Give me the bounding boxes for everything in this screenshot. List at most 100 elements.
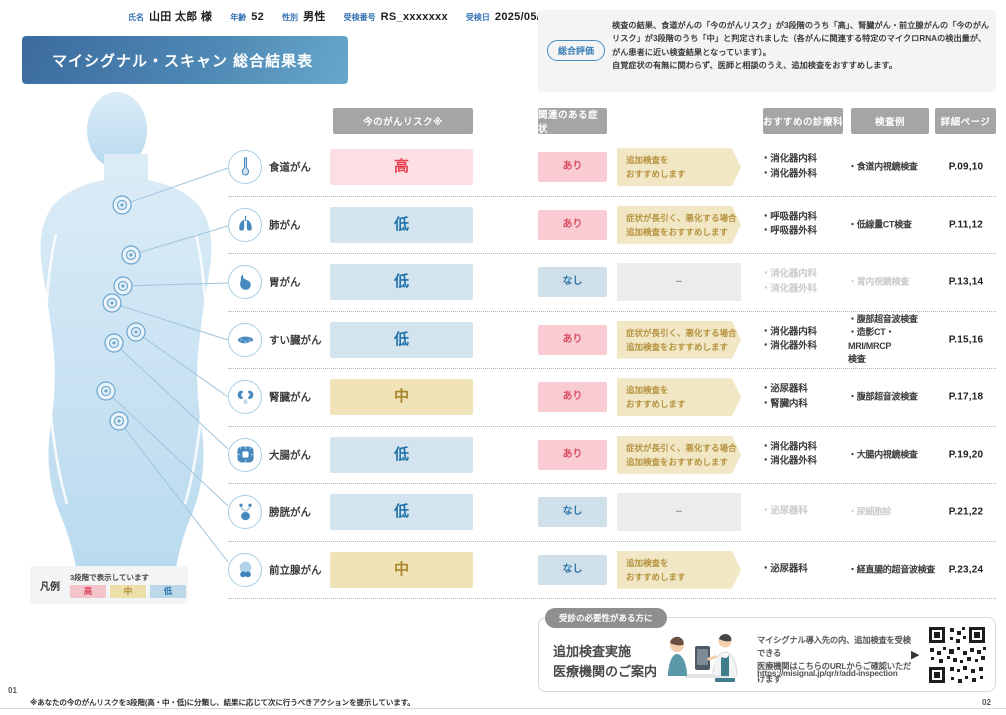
exam-examples: ・腹部超音波検査	[848, 391, 918, 402]
legend-label: 凡例	[40, 581, 60, 593]
organ-location-markers	[96, 195, 146, 431]
symptom-badge: あり	[538, 382, 607, 413]
table-row: 肺がん 低 あり 症状が長引く、悪化する場合 追加検査をおすすめします ・呼吸器…	[228, 197, 996, 254]
symptom-badge: なし	[538, 554, 607, 585]
patient-field-value: RS_xxxxxxx	[380, 11, 448, 23]
prostate-icon	[228, 552, 262, 587]
risk-badge: 高	[330, 149, 473, 186]
recommendation: 症状が長引く、悪化する場合 追加検査をおすすめします	[617, 321, 741, 359]
exam-examples: ・低線量CT検査	[848, 219, 912, 229]
table-row: 膀胱がん 低 なし − ・泌尿器科 ・尿細胞診 P.21,22	[228, 484, 996, 542]
recommendation: −	[617, 263, 741, 302]
detail-page-ref: P.23,24	[948, 564, 984, 576]
body-silhouette	[40, 92, 229, 603]
recommendation: 追加検査を おすすめします	[617, 378, 741, 416]
qr-code	[927, 625, 987, 685]
recommended-departments: ・消化器内科 ・消化器外科	[761, 268, 817, 295]
detail-page-ref: P.09,10	[948, 161, 984, 173]
patient-field: 受検番号 RS_xxxxxxx	[344, 11, 448, 23]
recommended-departments: ・消化器内科 ・消化器外科	[761, 441, 817, 467]
exam-examples: ・食道内視鏡検査	[848, 161, 918, 172]
patient-field: 氏名 山田 太郎 様	[128, 8, 212, 24]
bottom-divider	[0, 708, 1006, 709]
overall-evaluation-badge: 総合評価	[547, 40, 606, 61]
recommended-departments: ・泌尿器科	[761, 563, 808, 575]
table-row: 胃がん 低 なし − ・消化器内科 ・消化器外科 ・胃内視鏡検査 P.13,14	[228, 254, 996, 312]
risk-badge: 低	[330, 494, 473, 531]
recommendation: 症状が長引く、悪化する場合 追加検査をおすすめします	[617, 436, 741, 474]
legend-level-badge: 中	[110, 585, 146, 598]
recommendation: 追加検査を おすすめします	[617, 148, 741, 186]
exam-examples: ・尿細胞診	[848, 506, 892, 517]
esophagus-icon	[228, 150, 262, 185]
kidney-icon	[228, 380, 262, 415]
legend-level-badge: 高	[70, 585, 106, 598]
recommended-departments: ・泌尿器科	[761, 505, 808, 517]
patient-info: 氏名 山田 太郎 様 年齢 52 性別 男性 受検番号 RS_xxxxxxx 受…	[128, 8, 553, 24]
detail-page-ref: P.17,18	[948, 391, 984, 403]
table-row: 食道がん 高 あり 追加検査を おすすめします ・消化器内科 ・消化器外科 ・食…	[228, 139, 996, 197]
organ-label: すい臓がん	[269, 334, 322, 347]
patient-field-value: 男性	[303, 11, 326, 23]
medical-institution-info-box: 受診の必要性がある方に 追加検査実施 医療機関のご案内 マイシグナル導入先の内、…	[538, 608, 996, 692]
lung-icon	[228, 207, 262, 242]
patient-field: 性別 男性	[282, 8, 326, 24]
symptom-badge: なし	[538, 497, 607, 528]
exam-examples: ・腹部超音波検査 ・造影CT・MRI/MRCP 検査	[848, 313, 918, 365]
pointer-arrow-icon: ▶	[911, 649, 920, 661]
human-figure	[40, 92, 212, 603]
results-table: 食道がん 高 あり 追加検査を おすすめします ・消化器内科 ・消化器外科 ・食…	[228, 139, 996, 599]
recommended-departments: ・消化器内科 ・消化器外科	[761, 153, 817, 180]
patient-field-label: 受検日	[465, 13, 490, 22]
symptom-badge: あり	[538, 324, 607, 355]
overall-evaluation-text: 検査の結果、食道がんの「今のがんリスク」が3段階のうち「高」、腎臓がん・前立腺が…	[612, 21, 990, 70]
organ-label: 食道がん	[269, 161, 311, 174]
overall-evaluation-box: 総合評価 検査の結果、食道がんの「今のがんリスク」が3段階のうち「高」、腎臓がん…	[538, 10, 996, 92]
page-number-left: 01	[8, 686, 17, 695]
table-row: 腎臓がん 中 あり 追加検査を おすすめします ・泌尿器科 ・腎臓内科 ・腹部超…	[228, 369, 996, 427]
patient-field-value: 52	[251, 11, 265, 23]
exam-examples: ・胃内視鏡検査	[848, 276, 909, 287]
recommended-departments: ・泌尿器科 ・腎臓内科	[761, 383, 808, 410]
detail-page-ref: P.11,12	[948, 219, 984, 231]
detail-page-ref: P.19,20	[948, 449, 984, 461]
table-row: 大腸がん 低 あり 症状が長引く、悪化する場合 追加検査をおすすめします ・消化…	[228, 427, 996, 484]
patient-field-label: 氏名	[128, 13, 144, 22]
organ-label: 胃がん	[269, 276, 301, 289]
column-header-exam: 検査例	[851, 108, 929, 134]
risk-badge: 低	[330, 436, 473, 473]
patient-field-label: 性別	[282, 13, 299, 22]
column-header-symptom: 関連のある症状	[538, 108, 607, 135]
recommended-departments: ・消化器内科 ・消化器外科	[761, 326, 817, 352]
patient-field: 年齢 52	[230, 11, 264, 23]
risk-badge: 中	[330, 379, 473, 416]
symptom-badge: あり	[538, 439, 607, 470]
organ-label: 腎臓がん	[269, 391, 311, 404]
column-header-specialty: おすすめの診療科	[763, 108, 843, 134]
patient-field-label: 年齢	[230, 13, 247, 22]
info-box-description: マイシグナル導入先の内、追加検査を受検できる 医療機関はこちらのURLからご確認…	[757, 635, 912, 684]
patient-field-value: 山田 太郎 様	[149, 11, 213, 23]
organ-label: 前立腺がん	[269, 564, 322, 577]
table-row: すい臓がん 低 あり 症状が長引く、悪化する場合 追加検査をおすすめします ・消…	[228, 312, 996, 369]
stomach-icon	[228, 265, 262, 300]
recommended-departments: ・呼吸器内科 ・呼吸器外科	[761, 211, 817, 237]
recommendation: −	[617, 493, 741, 532]
table-row: 前立腺がん 中 なし 追加検査を おすすめします ・泌尿器科 ・経直腸的超音波検…	[228, 542, 996, 599]
page-title: マイシグナル・スキャン 総合結果表	[52, 52, 314, 70]
pancreas-icon	[228, 322, 262, 357]
detail-page-ref: P.15,16	[948, 334, 984, 346]
risk-badge: 低	[330, 264, 473, 301]
risk-badge: 低	[330, 321, 473, 358]
report-title-banner: マイシグナル・スキャン 総合結果表	[22, 36, 348, 84]
legend-caption: 3段階で表示しています	[70, 573, 149, 582]
info-box-tab: 受診の必要性がある方に	[545, 608, 667, 628]
column-header-risk: 今のがんリスク※	[333, 108, 473, 134]
recommendation: 症状が長引く、悪化する場合 追加検査をおすすめします	[617, 206, 741, 244]
organ-label: 肺がん	[269, 219, 301, 232]
marker-connector-lines	[105, 167, 229, 563]
doctor-patient-illustration	[668, 634, 738, 682]
info-box-url[interactable]: https://misignal.jp/qr/r/add-inspection	[757, 668, 898, 678]
info-box-title: 追加検査実施 医療機関のご案内	[553, 644, 658, 680]
